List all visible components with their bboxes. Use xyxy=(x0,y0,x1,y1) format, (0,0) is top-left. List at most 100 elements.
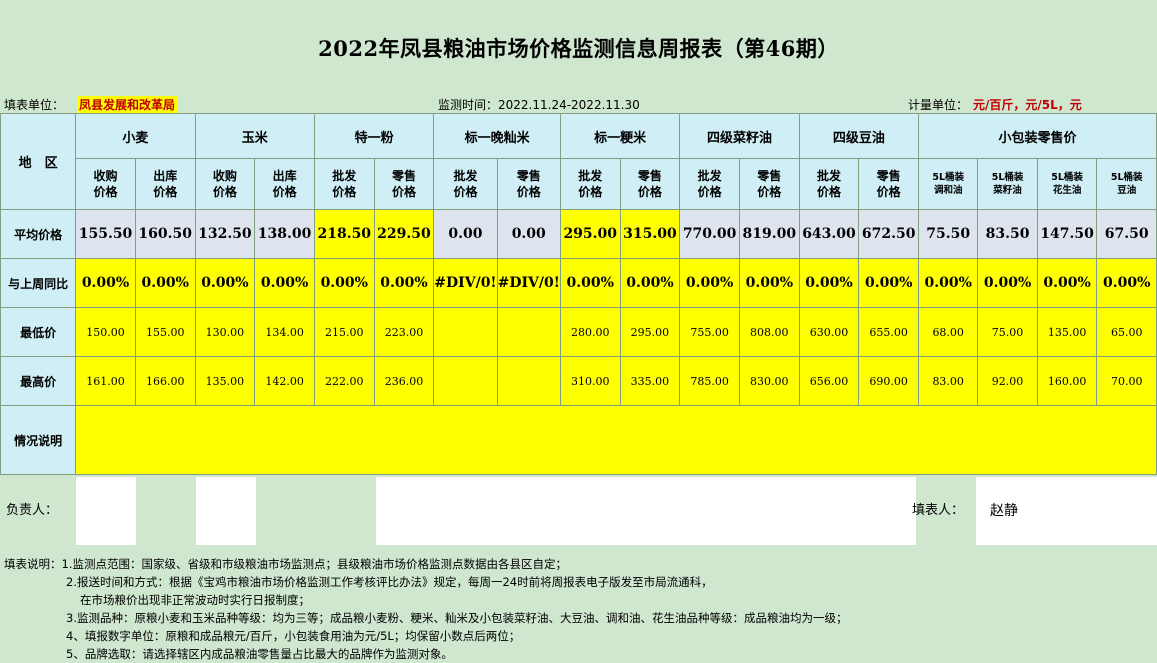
min-value[interactable]: 65.00 xyxy=(1096,307,1157,357)
avg-value[interactable]: 67.50 xyxy=(1096,209,1157,259)
max-value[interactable] xyxy=(496,356,561,406)
sub-header: 批发 价格 xyxy=(679,158,740,210)
change-value[interactable]: 0.00% xyxy=(559,258,621,308)
fill-unit-label: 填表单位： xyxy=(4,98,65,112)
min-value[interactable]: 655.00 xyxy=(858,307,920,357)
min-value[interactable]: 755.00 xyxy=(679,307,740,357)
change-value[interactable]: 0.00% xyxy=(619,258,681,308)
min-value[interactable]: 75.00 xyxy=(977,307,1038,357)
change-value[interactable]: 0.00% xyxy=(254,258,315,308)
change-value[interactable]: 0.00% xyxy=(738,258,800,308)
max-value[interactable]: 310.00 xyxy=(559,356,621,406)
change-value[interactable]: 0.00% xyxy=(194,258,256,308)
min-value[interactable]: 135.00 xyxy=(1036,307,1098,357)
note-line: 3.监测品种：原粮小麦和玉米品种等级：均为三等；成品粮小麦粉、粳米、籼米及小包装… xyxy=(66,611,848,625)
change-value[interactable]: 0.00% xyxy=(373,258,435,308)
responsible-cell[interactable] xyxy=(76,477,136,545)
max-value[interactable]: 335.00 xyxy=(619,356,681,406)
change-value[interactable]: #DIV/0! xyxy=(496,258,561,308)
max-value[interactable]: 222.00 xyxy=(313,356,375,406)
change-value[interactable]: 0.00% xyxy=(918,258,979,308)
max-value[interactable]: 70.00 xyxy=(1096,356,1157,406)
min-value[interactable]: 295.00 xyxy=(619,307,681,357)
change-value[interactable]: 0.00% xyxy=(977,258,1038,308)
price-table: 地 区 小麦 玉米 特一粉 标一晚籼米 标一粳米 四级菜籽油 四级豆油 小包装零… xyxy=(0,113,1157,475)
max-value[interactable]: 830.00 xyxy=(738,356,800,406)
avg-value[interactable]: 218.50 xyxy=(313,209,375,259)
avg-value[interactable]: 819.00 xyxy=(738,209,800,259)
page-title: 2022年凤县粮油市场价格监测信息周报表（第46期） xyxy=(0,0,1157,95)
max-value[interactable]: 161.00 xyxy=(75,356,136,406)
max-value[interactable]: 92.00 xyxy=(977,356,1038,406)
avg-value[interactable]: 315.00 xyxy=(619,209,681,259)
max-value[interactable]: 166.00 xyxy=(134,356,196,406)
row-label: 情况说明 xyxy=(0,405,77,475)
change-value[interactable]: 0.00% xyxy=(679,258,740,308)
change-value[interactable]: #DIV/0! xyxy=(433,258,498,308)
sub-header: 批发 价格 xyxy=(313,158,375,210)
avg-value[interactable]: 0.00 xyxy=(433,209,498,259)
min-value[interactable]: 155.00 xyxy=(134,307,196,357)
min-value[interactable]: 130.00 xyxy=(194,307,256,357)
fill-unit-value[interactable]: 凤县发展和改革局 xyxy=(77,96,178,113)
max-value[interactable]: 236.00 xyxy=(373,356,435,406)
group-header: 标一晚籼米 xyxy=(433,113,561,159)
min-price-row: 最低价 150.00 155.00 130.00 134.00 215.00 223.00… xyxy=(0,307,1157,357)
filler-name[interactable]: 赵静 xyxy=(976,477,1157,545)
avg-value[interactable]: 672.50 xyxy=(858,209,920,259)
avg-value[interactable]: 138.00 xyxy=(254,209,315,259)
measure-unit-value: 元/百斤，元/5L，元 xyxy=(973,98,1082,112)
avg-value[interactable]: 75.50 xyxy=(918,209,979,259)
change-value[interactable]: 0.00% xyxy=(858,258,920,308)
note-line: 5、品牌选取：请选择辖区内成品粮油零售量占比最大的品牌作为监测对象。 xyxy=(66,647,453,661)
min-value[interactable]: 150.00 xyxy=(75,307,136,357)
change-value[interactable]: 0.00% xyxy=(1096,258,1157,308)
sub-header: 零售 价格 xyxy=(738,158,800,210)
min-value[interactable] xyxy=(496,307,561,357)
note-cell[interactable] xyxy=(75,405,1157,475)
blank-cell[interactable] xyxy=(376,477,916,545)
change-value[interactable]: 0.00% xyxy=(75,258,136,308)
min-value[interactable]: 223.00 xyxy=(373,307,435,357)
info-row: 填表单位： 凤县发展和改革局 监测时间：2022.11.24-2022.11.3… xyxy=(0,95,1157,113)
blank-cell[interactable] xyxy=(196,477,256,545)
max-value[interactable]: 142.00 xyxy=(254,356,315,406)
monitor-period: 监测时间：2022.11.24-2022.11.30 xyxy=(438,98,640,112)
min-value[interactable]: 215.00 xyxy=(313,307,375,357)
avg-value[interactable]: 147.50 xyxy=(1036,209,1098,259)
min-value[interactable] xyxy=(433,307,498,357)
min-value[interactable]: 134.00 xyxy=(254,307,315,357)
change-value[interactable]: 0.00% xyxy=(313,258,375,308)
avg-value[interactable]: 83.50 xyxy=(977,209,1038,259)
max-value[interactable]: 656.00 xyxy=(798,356,860,406)
max-value[interactable]: 135.00 xyxy=(194,356,256,406)
avg-value[interactable]: 132.50 xyxy=(194,209,256,259)
max-value[interactable]: 690.00 xyxy=(858,356,920,406)
group-header: 小麦 xyxy=(75,113,196,159)
week-change-row: 与上周同比 0.00% 0.00% 0.00% 0.00% 0.00% 0.00% #DIV… xyxy=(0,258,1157,308)
change-value[interactable]: 0.00% xyxy=(798,258,860,308)
min-value[interactable]: 630.00 xyxy=(798,307,860,357)
max-value[interactable]: 83.00 xyxy=(918,356,979,406)
responsible-label: 负责人： xyxy=(6,503,59,518)
max-value[interactable]: 160.00 xyxy=(1036,356,1098,406)
change-value[interactable]: 0.00% xyxy=(1036,258,1098,308)
max-price-row: 最高价 161.00 166.00 135.00 142.00 222.00 236.00… xyxy=(0,356,1157,406)
min-value[interactable]: 68.00 xyxy=(918,307,979,357)
avg-value[interactable]: 295.00 xyxy=(559,209,621,259)
avg-value[interactable]: 643.00 xyxy=(798,209,860,259)
change-value[interactable]: 0.00% xyxy=(134,258,196,308)
avg-value[interactable]: 229.50 xyxy=(373,209,435,259)
min-value[interactable]: 808.00 xyxy=(738,307,800,357)
avg-value[interactable]: 155.50 xyxy=(75,209,136,259)
max-value[interactable] xyxy=(433,356,498,406)
max-value[interactable]: 785.00 xyxy=(679,356,740,406)
sub-header-row: 收购 价格 出库 价格 收购 价格 出库 价格 批发 价格 零售 价格 批发 价格 零售 价格 批发 价格 零售 价格… xyxy=(1,158,1157,210)
min-value[interactable]: 280.00 xyxy=(559,307,621,357)
avg-value[interactable]: 0.00 xyxy=(496,209,561,259)
avg-value[interactable]: 160.50 xyxy=(134,209,196,259)
note-line: 2.报送时间和方式：根据《宝鸡市粮油市场价格监测工作考核评比办法》规定，每周一2… xyxy=(66,575,713,589)
avg-value[interactable]: 770.00 xyxy=(679,209,740,259)
sub-header: 出库 价格 xyxy=(134,158,196,210)
sub-header: 5L桶装 调和油 xyxy=(918,158,979,210)
